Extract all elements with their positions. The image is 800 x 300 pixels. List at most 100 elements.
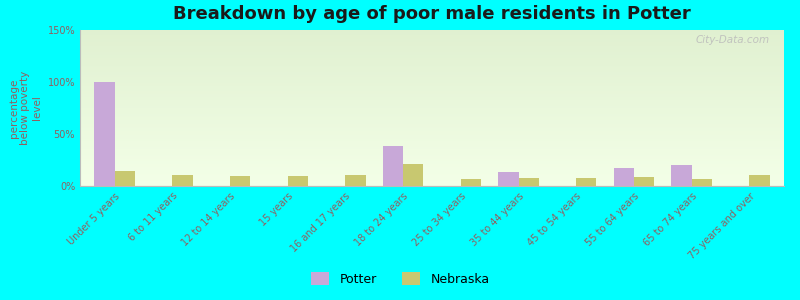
Bar [80,75,784,77]
Bar [80,184,784,186]
Bar [80,32,784,33]
Bar [80,38,784,39]
Bar [80,163,784,164]
Bar [80,155,784,156]
Bar [80,166,784,167]
Bar [80,88,784,89]
Bar [80,43,784,44]
Bar [80,74,784,75]
Bar [80,183,784,184]
Bar [80,46,784,47]
Bar [80,172,784,173]
Bar [80,144,784,146]
Bar [80,82,784,83]
Bar [80,141,784,142]
Bar [80,89,784,91]
Bar [671,165,692,186]
Bar [80,103,784,105]
Bar [80,111,784,113]
Bar [692,179,712,186]
Bar [230,176,250,186]
Bar [518,178,538,186]
Bar [80,55,784,56]
Bar [346,175,366,186]
Bar [80,108,784,110]
Bar [80,180,784,181]
Bar [80,94,784,95]
Bar [80,80,784,82]
Bar [80,36,784,38]
Bar [80,139,784,141]
Bar [288,176,308,186]
Bar [80,61,784,63]
Bar [80,134,784,136]
Bar [114,171,135,186]
Bar [80,181,784,183]
Bar [80,113,784,114]
Bar [80,85,784,86]
Bar [80,64,784,66]
Bar [80,130,784,131]
Bar [80,60,784,61]
Y-axis label: percentage
below poverty
level: percentage below poverty level [9,71,42,145]
Bar [80,177,784,178]
Bar [80,117,784,119]
Title: Breakdown by age of poor male residents in Potter: Breakdown by age of poor male residents … [173,5,691,23]
Bar [80,50,784,52]
Bar [80,121,784,122]
Bar [80,178,784,180]
Bar [172,175,193,186]
Bar [94,82,114,186]
Bar [80,70,784,72]
Bar [80,56,784,58]
Bar [461,179,481,186]
Bar [80,175,784,177]
Bar [80,78,784,80]
Bar [80,53,784,55]
Bar [80,164,784,166]
Bar [80,77,784,78]
Bar [80,124,784,125]
Bar [80,160,784,161]
Bar [80,72,784,74]
Bar [498,172,518,186]
Bar [80,105,784,106]
Bar [80,41,784,43]
Bar [80,148,784,150]
Bar [80,33,784,35]
Bar [80,128,784,130]
Bar [80,131,784,133]
Bar [80,86,784,88]
Bar [80,92,784,94]
Bar [80,138,784,139]
Bar [80,47,784,49]
Bar [80,133,784,134]
Bar [80,106,784,108]
Bar [80,146,784,147]
Bar [80,58,784,60]
Bar [383,146,403,186]
Bar [80,99,784,100]
Bar [614,168,634,186]
Bar [80,44,784,46]
Bar [80,167,784,169]
Bar [80,35,784,36]
Bar [80,147,784,148]
Bar [403,164,423,186]
Bar [750,175,770,186]
Bar [80,153,784,155]
Bar [80,125,784,127]
Bar [80,122,784,124]
Bar [80,158,784,160]
Bar [80,152,784,153]
Bar [80,116,784,117]
Bar [80,150,784,152]
Bar [80,66,784,68]
Bar [80,169,784,170]
Bar [80,127,784,128]
Bar [80,142,784,144]
Legend: Potter, Nebraska: Potter, Nebraska [306,267,494,291]
Bar [80,136,784,138]
Bar [80,52,784,53]
Bar [80,69,784,70]
